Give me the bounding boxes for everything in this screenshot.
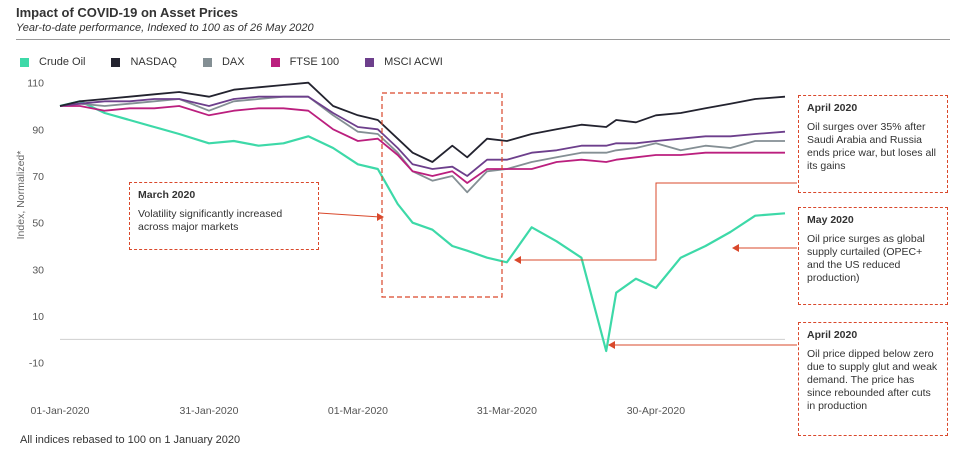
callout-may-title: May 2020 xyxy=(807,214,854,226)
y-tick-label: 50 xyxy=(32,218,44,230)
series-line-crude-oil xyxy=(59,100,786,353)
y-tick-label: 10 xyxy=(32,311,44,323)
series-line-msci-acwi xyxy=(59,95,786,177)
x-tick-label: 01-Jan-2020 xyxy=(31,405,90,417)
callout-march-body: Volatility significantly increased acros… xyxy=(138,208,283,233)
connector-march xyxy=(318,212,381,218)
callout-april-2020-dip: April 2020 Oil price dipped below zero d… xyxy=(798,322,948,436)
legend-label-dax: DAX xyxy=(221,56,245,68)
chart-title: Impact of COVID-19 on Asset Prices xyxy=(16,5,239,20)
callout-april-dip-title: April 2020 xyxy=(807,329,858,341)
callout-march-2020: March 2020 Volatility significantly incr… xyxy=(129,182,319,250)
connector-april-surge xyxy=(518,182,797,261)
y-tick-label: 30 xyxy=(32,264,44,276)
callout-april-dip-body: Oil price dipped below zero due to suppl… xyxy=(807,348,938,412)
legend-swatch-crude-oil xyxy=(20,57,29,67)
legend-label-nasdaq: NASDAQ xyxy=(130,56,177,68)
y-axis: -10 10 30 50 70 90 110 xyxy=(27,78,785,370)
legend-swatch-msci-acwi xyxy=(365,57,375,67)
series-line-dax xyxy=(59,95,785,194)
legend-label-msci-acwi: MSCI ACWI xyxy=(384,56,443,68)
march-volatility-box xyxy=(381,92,503,298)
header-divider xyxy=(16,39,950,40)
legend-item-msci-acwi: MSCI ACWI xyxy=(365,56,443,68)
legend-item-dax: DAX xyxy=(202,56,245,68)
arrowhead-april-surge xyxy=(514,256,521,264)
legend-label-ftse-100: FTSE 100 xyxy=(289,56,340,68)
callout-may-body: Oil price surges as global supply curtai… xyxy=(807,233,925,284)
legend-item-nasdaq: NASDAQ xyxy=(111,56,177,68)
arrowhead-april-dip xyxy=(608,341,615,349)
y-tick-label: -10 xyxy=(29,358,44,370)
x-tick-label: 31-Jan-2020 xyxy=(179,405,238,417)
arrowhead-march xyxy=(377,213,384,221)
chart-legend: Crude Oil NASDAQ DAX FTSE 100 MSCI ACWI xyxy=(20,56,469,68)
callout-april-2020-surge: April 2020 Oil surges over 35% after Sau… xyxy=(798,95,948,193)
legend-item-crude-oil: Crude Oil xyxy=(20,56,85,68)
y-axis-label: Index, Normalized* xyxy=(15,151,27,240)
series-lines xyxy=(59,81,786,353)
y-tick-label: 110 xyxy=(27,78,44,90)
x-tick-label: 30-Apr-2020 xyxy=(627,405,686,417)
y-tick-label: 90 xyxy=(32,124,44,136)
callout-arrowheads xyxy=(377,213,739,349)
footnote: All indices rebased to 100 on 1 January … xyxy=(20,434,241,446)
x-tick-label: 31-Mar-2020 xyxy=(477,405,537,417)
x-tick-label: 01-Mar-2020 xyxy=(328,405,388,417)
legend-swatch-dax xyxy=(202,57,212,67)
series-line-nasdaq xyxy=(59,81,786,163)
arrowhead-may xyxy=(732,244,739,252)
callout-connectors xyxy=(318,182,797,346)
legend-label-crude-oil: Crude Oil xyxy=(39,56,86,68)
callout-april-surge-body: Oil surges over 35% after Saudi Arabia a… xyxy=(807,121,936,172)
callout-april-surge-title: April 2020 xyxy=(807,102,858,114)
chart-subtitle: Year-to-date performance, Indexed to 100… xyxy=(16,22,314,34)
y-tick-label: 70 xyxy=(32,171,44,183)
callout-may-2020: May 2020 Oil price surges as global supp… xyxy=(798,207,948,305)
legend-item-ftse-100: FTSE 100 xyxy=(270,56,340,68)
legend-swatch-ftse-100 xyxy=(270,57,280,67)
callout-march-title: March 2020 xyxy=(138,189,196,201)
legend-swatch-nasdaq xyxy=(111,57,121,67)
series-line-ftse-100 xyxy=(60,105,785,184)
x-axis: 01-Jan-2020 31-Jan-2020 01-Mar-2020 31-Mar-… xyxy=(31,405,686,417)
